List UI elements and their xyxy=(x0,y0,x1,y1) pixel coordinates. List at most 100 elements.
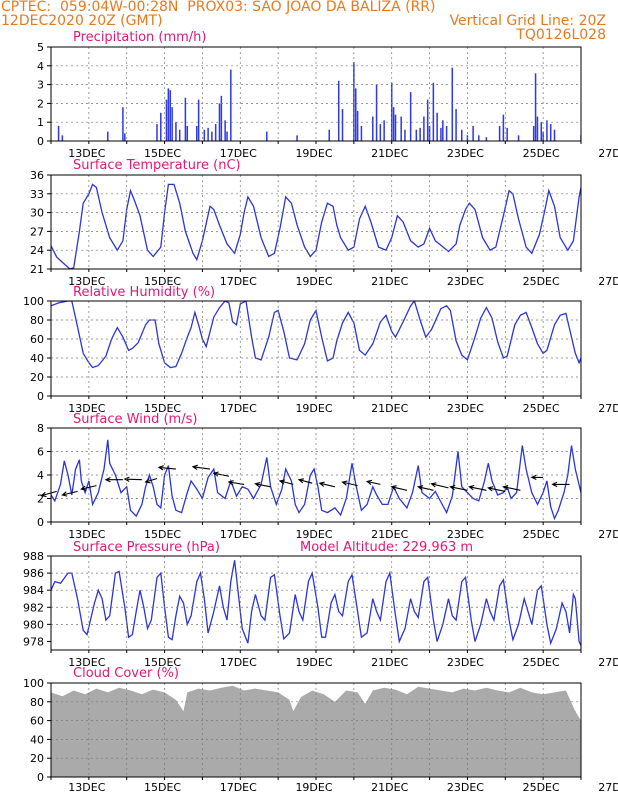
precip-title: Precipitation (mm/h) xyxy=(73,30,206,45)
precip-bar-20 xyxy=(214,124,217,141)
precip-bar-13 xyxy=(184,97,187,141)
precip-bar-73 xyxy=(553,129,556,141)
pressure-ytick-label-4: 986 xyxy=(23,567,44,580)
humidity-xtick-label-0: 13DEC xyxy=(68,402,105,415)
header-model-id: TQ0126L028 xyxy=(516,27,606,43)
precip-bar-31 xyxy=(353,62,355,141)
precip-bar-15 xyxy=(195,125,198,141)
humidity-xtick-label-2: 17DEC xyxy=(220,402,257,415)
header-run-time: 12DEC2020 20Z (GMT) xyxy=(1,13,163,29)
temperature-ytick-label-3: 30 xyxy=(30,207,44,220)
pressure-xtick-label-4: 21DEC xyxy=(371,656,408,669)
precip-bar-36 xyxy=(375,84,378,141)
precip-ytick-label-1: 1 xyxy=(37,116,44,129)
precip-bar-66 xyxy=(532,125,535,141)
precip-bar-53 xyxy=(442,120,444,141)
wind-arrow-13 xyxy=(318,481,336,488)
precip-bar-23 xyxy=(224,120,226,141)
wind-arrow-6 xyxy=(157,465,176,471)
wind-ytick-label-2: 4 xyxy=(37,469,44,482)
cloud-xtick-label-6: 25DEC xyxy=(523,781,560,794)
precip-bar-27 xyxy=(296,135,298,141)
humidity-ytick-label-1: 20 xyxy=(30,371,44,384)
wind-arrow-14 xyxy=(341,480,358,487)
precip-bar-65 xyxy=(517,135,520,141)
temperature-ytick-label-0: 21 xyxy=(30,263,44,276)
wind-arrow-10 xyxy=(254,481,271,488)
pressure-title: Surface Pressure (hPa) xyxy=(73,540,220,555)
precip-bar-8 xyxy=(167,88,170,141)
wind-xtick-label-6: 25DEC xyxy=(523,528,560,541)
precip-bar-67 xyxy=(534,73,537,141)
precip-bar-25 xyxy=(230,69,232,141)
temperature-ytick-label-1: 24 xyxy=(30,244,44,257)
precip-xtick-label-2: 17DEC xyxy=(220,147,257,160)
wind-arrow-21 xyxy=(487,486,506,492)
precip-bar-64 xyxy=(506,127,508,141)
precip-bar-26 xyxy=(266,131,268,141)
humidity-ytick-label-3: 60 xyxy=(30,333,44,346)
precip-bar-55 xyxy=(451,67,454,141)
humidity-ytick-label-0: 0 xyxy=(37,390,44,403)
humidity-ytick-label-5: 100 xyxy=(23,295,44,308)
precip-bar-6 xyxy=(160,112,162,141)
humidity-ytick-label-4: 80 xyxy=(30,314,44,327)
precip-xtick-label-1: 15DEC xyxy=(144,147,181,160)
precip-bar-5 xyxy=(156,124,158,141)
temperature-xtick-label-0: 13DEC xyxy=(68,275,105,288)
precip-bar-52 xyxy=(440,127,442,141)
cloud-xtick-label-4: 21DEC xyxy=(371,781,408,794)
precip-bar-45 xyxy=(415,129,418,141)
precip-bar-7 xyxy=(165,99,168,141)
precip-xtick-label-6: 25DEC xyxy=(523,147,560,160)
precip-bar-12 xyxy=(178,129,181,141)
humidity-ytick-label-2: 40 xyxy=(30,352,44,365)
wind-arrow-3 xyxy=(104,477,123,483)
cloud-xtick-label-2: 17DEC xyxy=(220,781,257,794)
precip-bar-11 xyxy=(175,122,177,141)
precip-bar-22 xyxy=(220,95,223,141)
precip-bar-56 xyxy=(455,109,457,141)
wind-ytick-label-0: 0 xyxy=(37,516,44,529)
cloud-area xyxy=(51,685,581,777)
precip-bar-61 xyxy=(485,137,488,141)
pressure-xtick-label-7: 27DEC xyxy=(598,656,618,669)
precip-bar-39 xyxy=(390,82,393,141)
wind-xtick-label-2: 17DEC xyxy=(220,528,257,541)
wind-arrow-22 xyxy=(502,484,521,491)
wind-xtick-label-5: 23DEC xyxy=(447,528,484,541)
humidity-xtick-label-5: 23DEC xyxy=(447,402,484,415)
precip-bar-46 xyxy=(419,127,421,141)
pressure-xtick-label-3: 19DEC xyxy=(295,656,332,669)
precip-bar-63 xyxy=(502,114,505,141)
precip-bar-72 xyxy=(549,124,552,141)
wind-xtick-label-3: 19DEC xyxy=(295,528,332,541)
cloud-title: Cloud Cover (%) xyxy=(73,666,179,681)
precip-bar-18 xyxy=(207,127,209,141)
precip-bar-29 xyxy=(337,80,340,141)
precip-bar-69 xyxy=(540,122,543,141)
cloud-ytick-label-0: 0 xyxy=(37,771,44,784)
cloud-xtick-label-5: 23DEC xyxy=(447,781,484,794)
precip-bar-71 xyxy=(546,120,548,141)
precip-xtick-label-5: 23DEC xyxy=(447,147,484,160)
wind-xtick-label-0: 13DEC xyxy=(68,528,105,541)
pressure-annotation: Model Altitude: 229.963 m xyxy=(300,540,473,555)
temperature-ytick-label-2: 27 xyxy=(30,225,44,238)
precip-xtick-label-4: 21DEC xyxy=(371,147,408,160)
pressure-xtick-label-5: 23DEC xyxy=(447,656,484,669)
precip-bar-44 xyxy=(409,92,412,141)
wind-arrow-15 xyxy=(365,479,381,486)
pressure-ytick-label-2: 982 xyxy=(23,601,44,614)
wind-arrow-20 xyxy=(468,484,487,491)
wind-ytick-label-1: 2 xyxy=(37,493,44,506)
temperature-xtick-label-6: 25DEC xyxy=(523,275,560,288)
precip-bar-59 xyxy=(472,125,474,141)
temperature-xtick-label-7: 27DEC xyxy=(598,275,618,288)
precip-bar-1 xyxy=(61,135,64,141)
pressure-xtick-label-2: 17DEC xyxy=(220,656,257,669)
precip-bar-2 xyxy=(107,131,109,141)
temperature-title: Surface Temperature (nC) xyxy=(73,158,241,173)
wind-title: Surface Wind (m/s) xyxy=(73,412,197,427)
wind-arrow-23 xyxy=(530,474,544,480)
